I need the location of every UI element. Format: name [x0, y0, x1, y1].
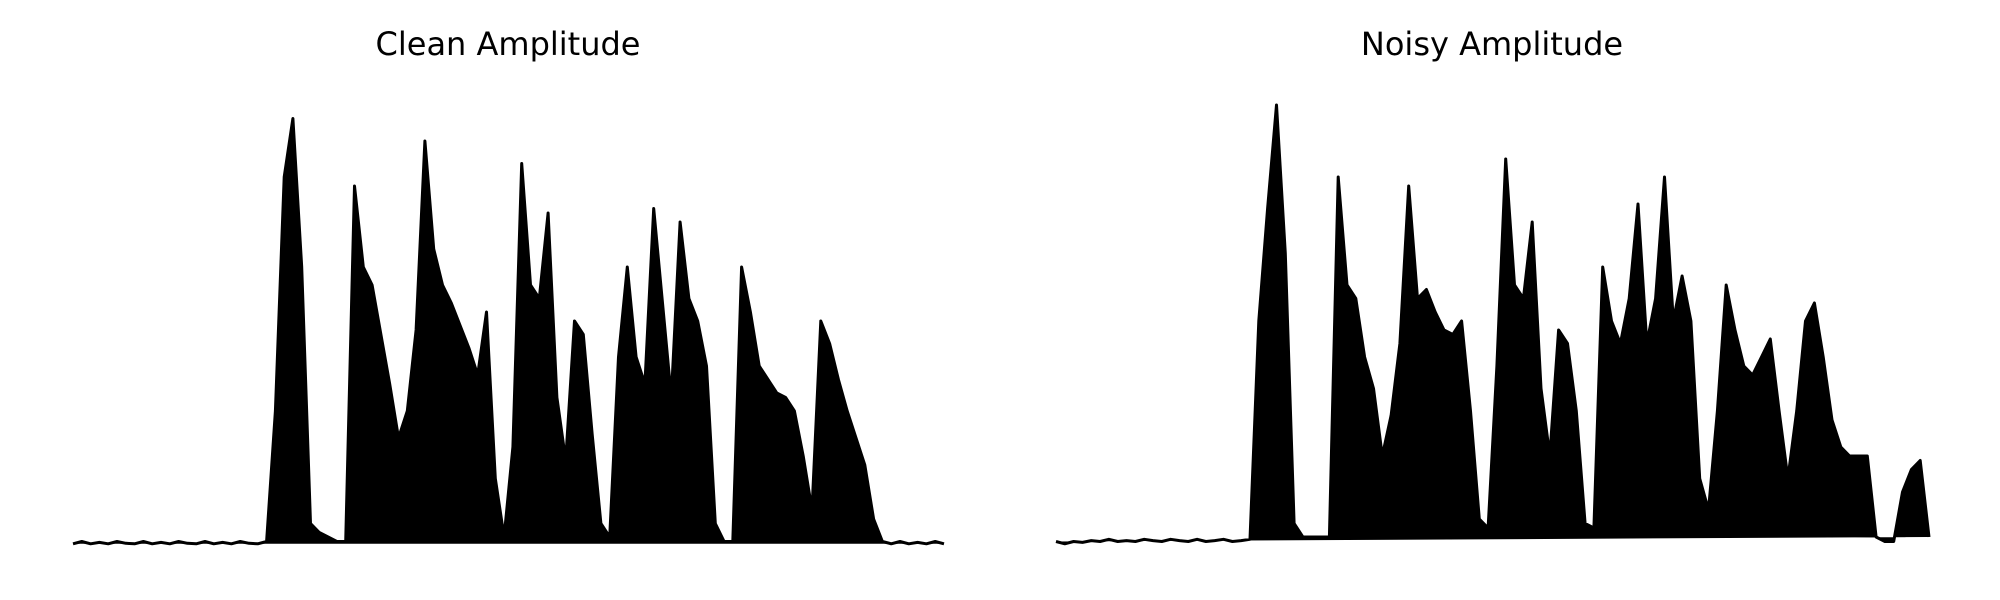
chart-title: Noisy Amplitude	[1361, 25, 1623, 63]
amplitude-area	[72, 117, 945, 546]
amplitude-area	[1055, 103, 1931, 546]
chart-title: Clean Amplitude	[376, 25, 641, 63]
